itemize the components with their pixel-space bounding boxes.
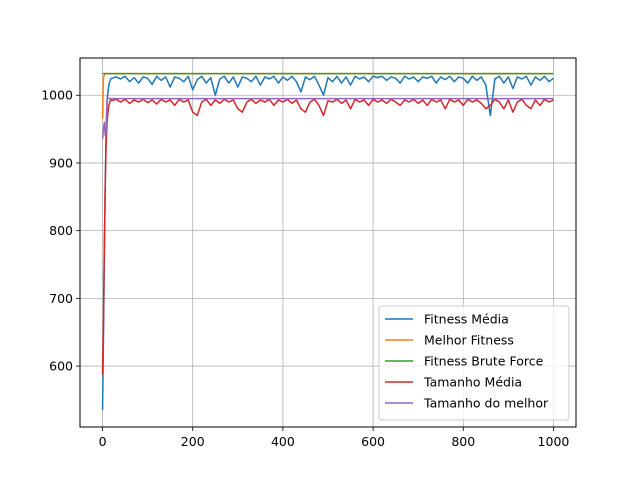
y-tick-label: 700 [49, 291, 73, 306]
series-line [101, 75, 554, 411]
series-line [101, 97, 554, 140]
y-tick-label: 600 [49, 359, 73, 374]
y-tick-label: 800 [49, 223, 73, 238]
legend-label: Fitness Brute Force [424, 354, 544, 369]
y-axis: 600 700 800 900 1000 [41, 88, 80, 374]
legend: Fitness Média Melhor Fitness Fitness Brute… [378, 305, 570, 421]
legend-label: Tamanho do melhor [423, 396, 549, 411]
x-tick-label: 600 [361, 434, 385, 449]
x-tick-label: 1000 [538, 434, 570, 449]
x-tick-label: 800 [451, 434, 475, 449]
series-line [101, 98, 554, 375]
x-tick-label: 0 [99, 434, 107, 449]
legend-label: Tamanho Média [423, 375, 522, 390]
x-axis: 0 200 400 600 800 1000 [99, 427, 570, 449]
legend-label: Melhor Fitness [424, 333, 514, 348]
x-tick-label: 400 [271, 434, 295, 449]
x-tick-label: 200 [181, 434, 205, 449]
series-lines [101, 72, 554, 411]
y-tick-label: 900 [49, 155, 73, 170]
axes-frame [79, 57, 577, 428]
legend-label: Fitness Média [424, 312, 509, 327]
legend-box [378, 305, 570, 421]
y-tick-label: 1000 [41, 88, 73, 103]
